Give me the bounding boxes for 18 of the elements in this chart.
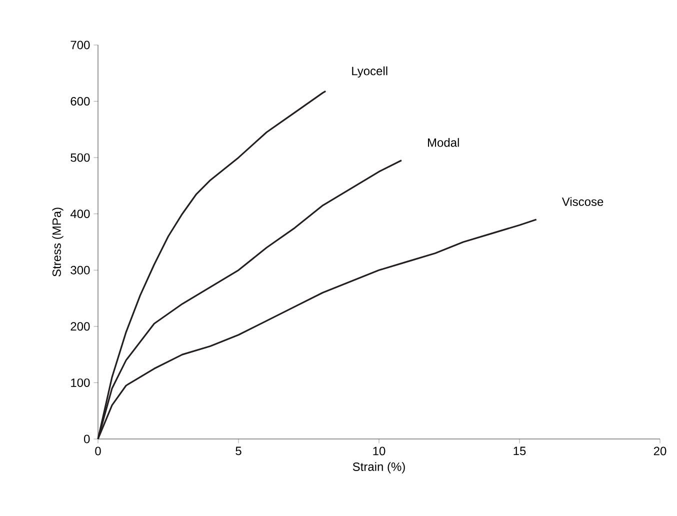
x-axis-title: Strain (%) [352,462,405,474]
y-tick-label: 0 [84,434,90,444]
y-tick-label: 100 [71,378,90,387]
x-tick-label: 0 [95,446,101,456]
y-tick-label: 500 [70,153,90,162]
text: Lyocell [352,66,388,78]
y-tick-label: 300 [70,266,90,274]
text: Modal [428,138,459,147]
y-tick-label: 700 [70,40,90,50]
y-tick-label: 600 [70,97,90,106]
x-tick-label: 20 [654,446,666,456]
y-tick-label: 200 [70,322,90,331]
x-tick-label: 15 [514,446,526,456]
x-tick-label: 10 [373,446,386,456]
text: Viscose [562,197,604,206]
y-tick-label: 400 [70,210,90,218]
x-tick-label: 5 [236,446,242,456]
y-axis-title: Stress (MPa) [52,208,64,276]
